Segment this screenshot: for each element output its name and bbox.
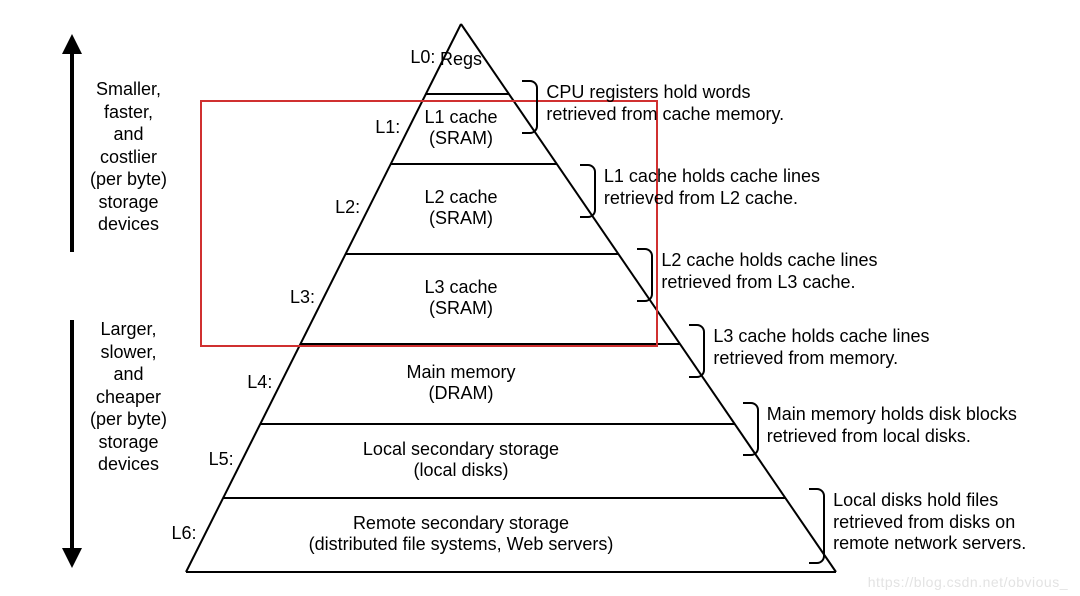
- arrow-down-icon: [62, 548, 82, 568]
- tier-L2: L2 cache(SRAM): [325, 187, 598, 228]
- tier-L6: Remote secondary storage(distributed fil…: [136, 513, 786, 554]
- tier-title: Main memory: [406, 362, 515, 382]
- annotation-2: L2 cache holds cache lines retrieved fro…: [661, 250, 877, 293]
- tier-subtitle: (local disks): [413, 460, 508, 480]
- brace-3: [689, 324, 705, 378]
- annotation-3: L3 cache holds cache lines retrieved fro…: [713, 326, 929, 369]
- tier-title: L1 cache: [424, 107, 497, 127]
- tier-L0: Regs: [401, 49, 521, 70]
- tier-title: Regs: [440, 49, 482, 69]
- annotation-1: L1 cache holds cache lines retrieved fro…: [604, 166, 820, 209]
- brace-4: [743, 402, 759, 456]
- tier-L4: Main memory(DRAM): [224, 362, 698, 403]
- tier-title: Local secondary storage: [363, 439, 559, 459]
- arrow-down-stem: [70, 320, 74, 550]
- tier-L5: Local secondary storage(local disks): [180, 439, 742, 480]
- tier-L1: L1 cache(SRAM): [378, 107, 544, 148]
- annotation-0: CPU registers hold words retrieved from …: [546, 82, 784, 125]
- annotation-4: Main memory holds disk blocks retrieved …: [767, 404, 1017, 447]
- left-bottom-caption: Larger, slower, and cheaper (per byte) s…: [90, 318, 167, 476]
- tier-title: L3 cache: [424, 277, 497, 297]
- annotation-5: Local disks hold files retrieved from di…: [833, 490, 1026, 555]
- tier-title: L2 cache: [424, 187, 497, 207]
- arrow-up-icon: [62, 34, 82, 54]
- brace-1: [580, 164, 596, 218]
- watermark: https://blog.csdn.net/obvious_: [868, 574, 1068, 590]
- tier-subtitle: (SRAM): [429, 128, 493, 148]
- tier-title: Remote secondary storage: [353, 513, 569, 533]
- tier-subtitle: (DRAM): [428, 383, 493, 403]
- tier-subtitle: (distributed file systems, Web servers): [309, 534, 614, 554]
- tier-subtitle: (SRAM): [429, 298, 493, 318]
- brace-0: [522, 80, 538, 134]
- brace-5: [809, 488, 825, 564]
- arrow-up-stem: [70, 52, 74, 252]
- brace-2: [637, 248, 653, 302]
- tier-subtitle: (SRAM): [429, 208, 493, 228]
- left-top-caption: Smaller, faster, and costlier (per byte)…: [90, 78, 167, 236]
- tier-L3: L3 cache(SRAM): [271, 277, 651, 318]
